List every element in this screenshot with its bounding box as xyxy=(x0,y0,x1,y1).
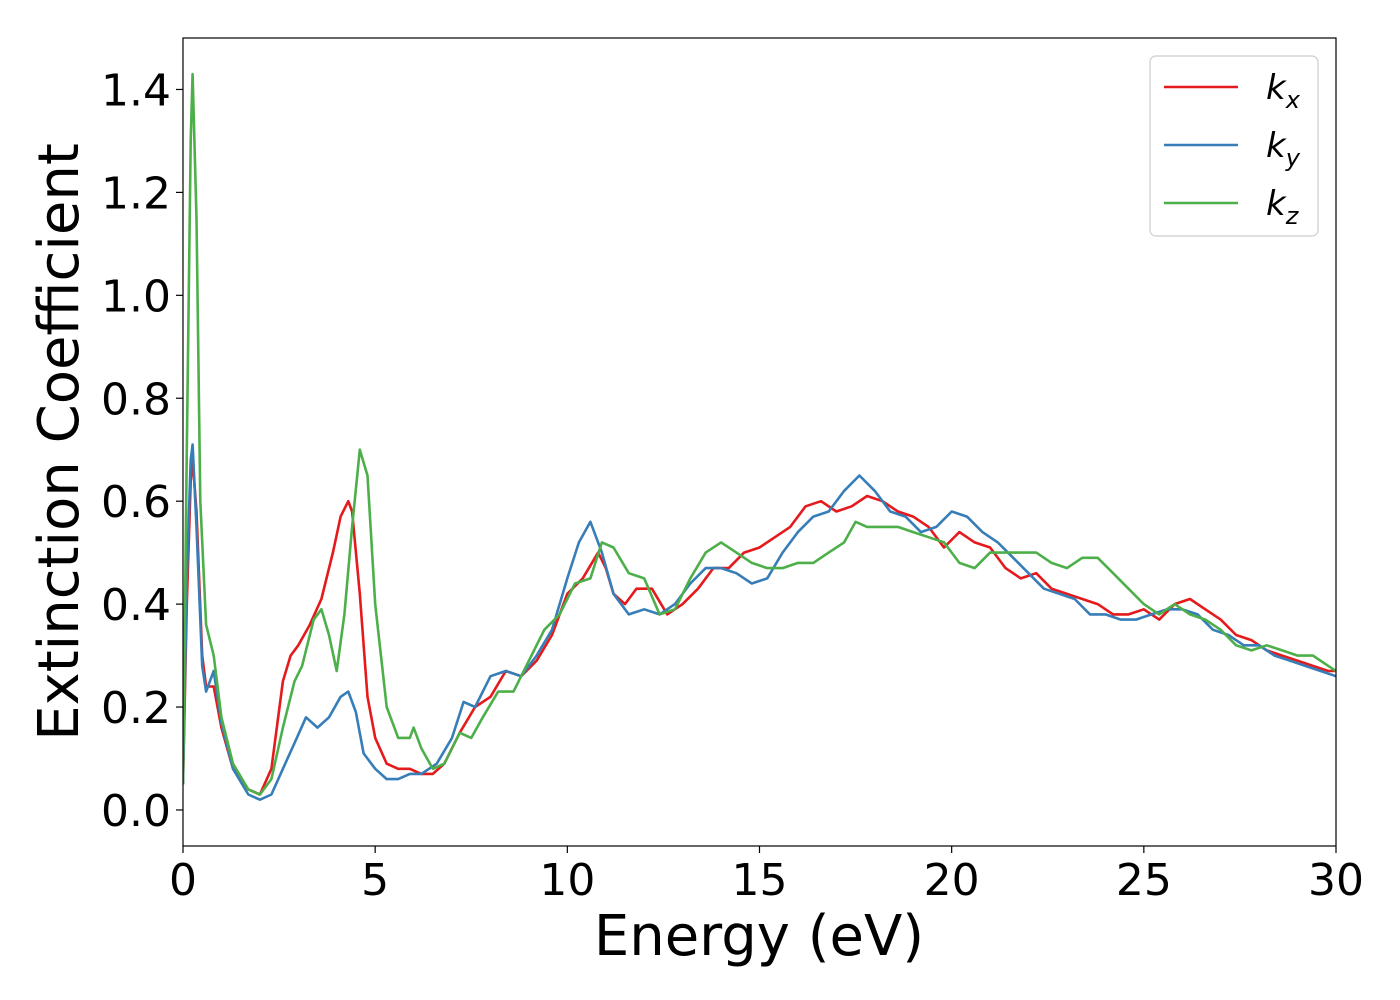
series-line-ky xyxy=(183,443,1336,801)
x-tick-label: 30 xyxy=(1308,855,1364,906)
y-tick-label: 0.8 xyxy=(101,374,171,425)
y-tick-label: 0.6 xyxy=(101,477,171,528)
y-axis-label: Extinction Coefficient xyxy=(27,143,92,741)
y-tick-label: 1.2 xyxy=(101,168,171,219)
x-tick-label: 0 xyxy=(169,855,197,906)
y-tick-label: 0.2 xyxy=(101,683,171,734)
y-tick-label: 1.4 xyxy=(101,65,171,116)
axis-ticks: 0 5 10 15 20 25 30 0.0 0.2 0.4 0.6 0.8 1.0 1.2 1.4 xyxy=(101,65,1364,906)
x-tick-label: 10 xyxy=(539,855,595,906)
legend-label-kz: kz xyxy=(1266,184,1300,230)
x-tick-label: 15 xyxy=(732,855,788,906)
legend: kx ky kz xyxy=(1149,55,1319,237)
x-tick-label: 20 xyxy=(924,855,980,906)
legend-label-kx: kx xyxy=(1266,68,1301,114)
x-tick-label: 25 xyxy=(1116,855,1172,906)
x-axis-label: Energy (eV) xyxy=(594,904,924,969)
x-tick-label: 5 xyxy=(361,855,389,906)
y-tick-label: 0.0 xyxy=(101,786,171,837)
y-tick-label: 1.0 xyxy=(101,271,171,322)
series-line-kx xyxy=(183,458,1336,796)
series-line-kz xyxy=(183,72,1336,796)
y-tick-label: 0.4 xyxy=(101,580,171,631)
legend-label-ky: ky xyxy=(1266,126,1301,172)
